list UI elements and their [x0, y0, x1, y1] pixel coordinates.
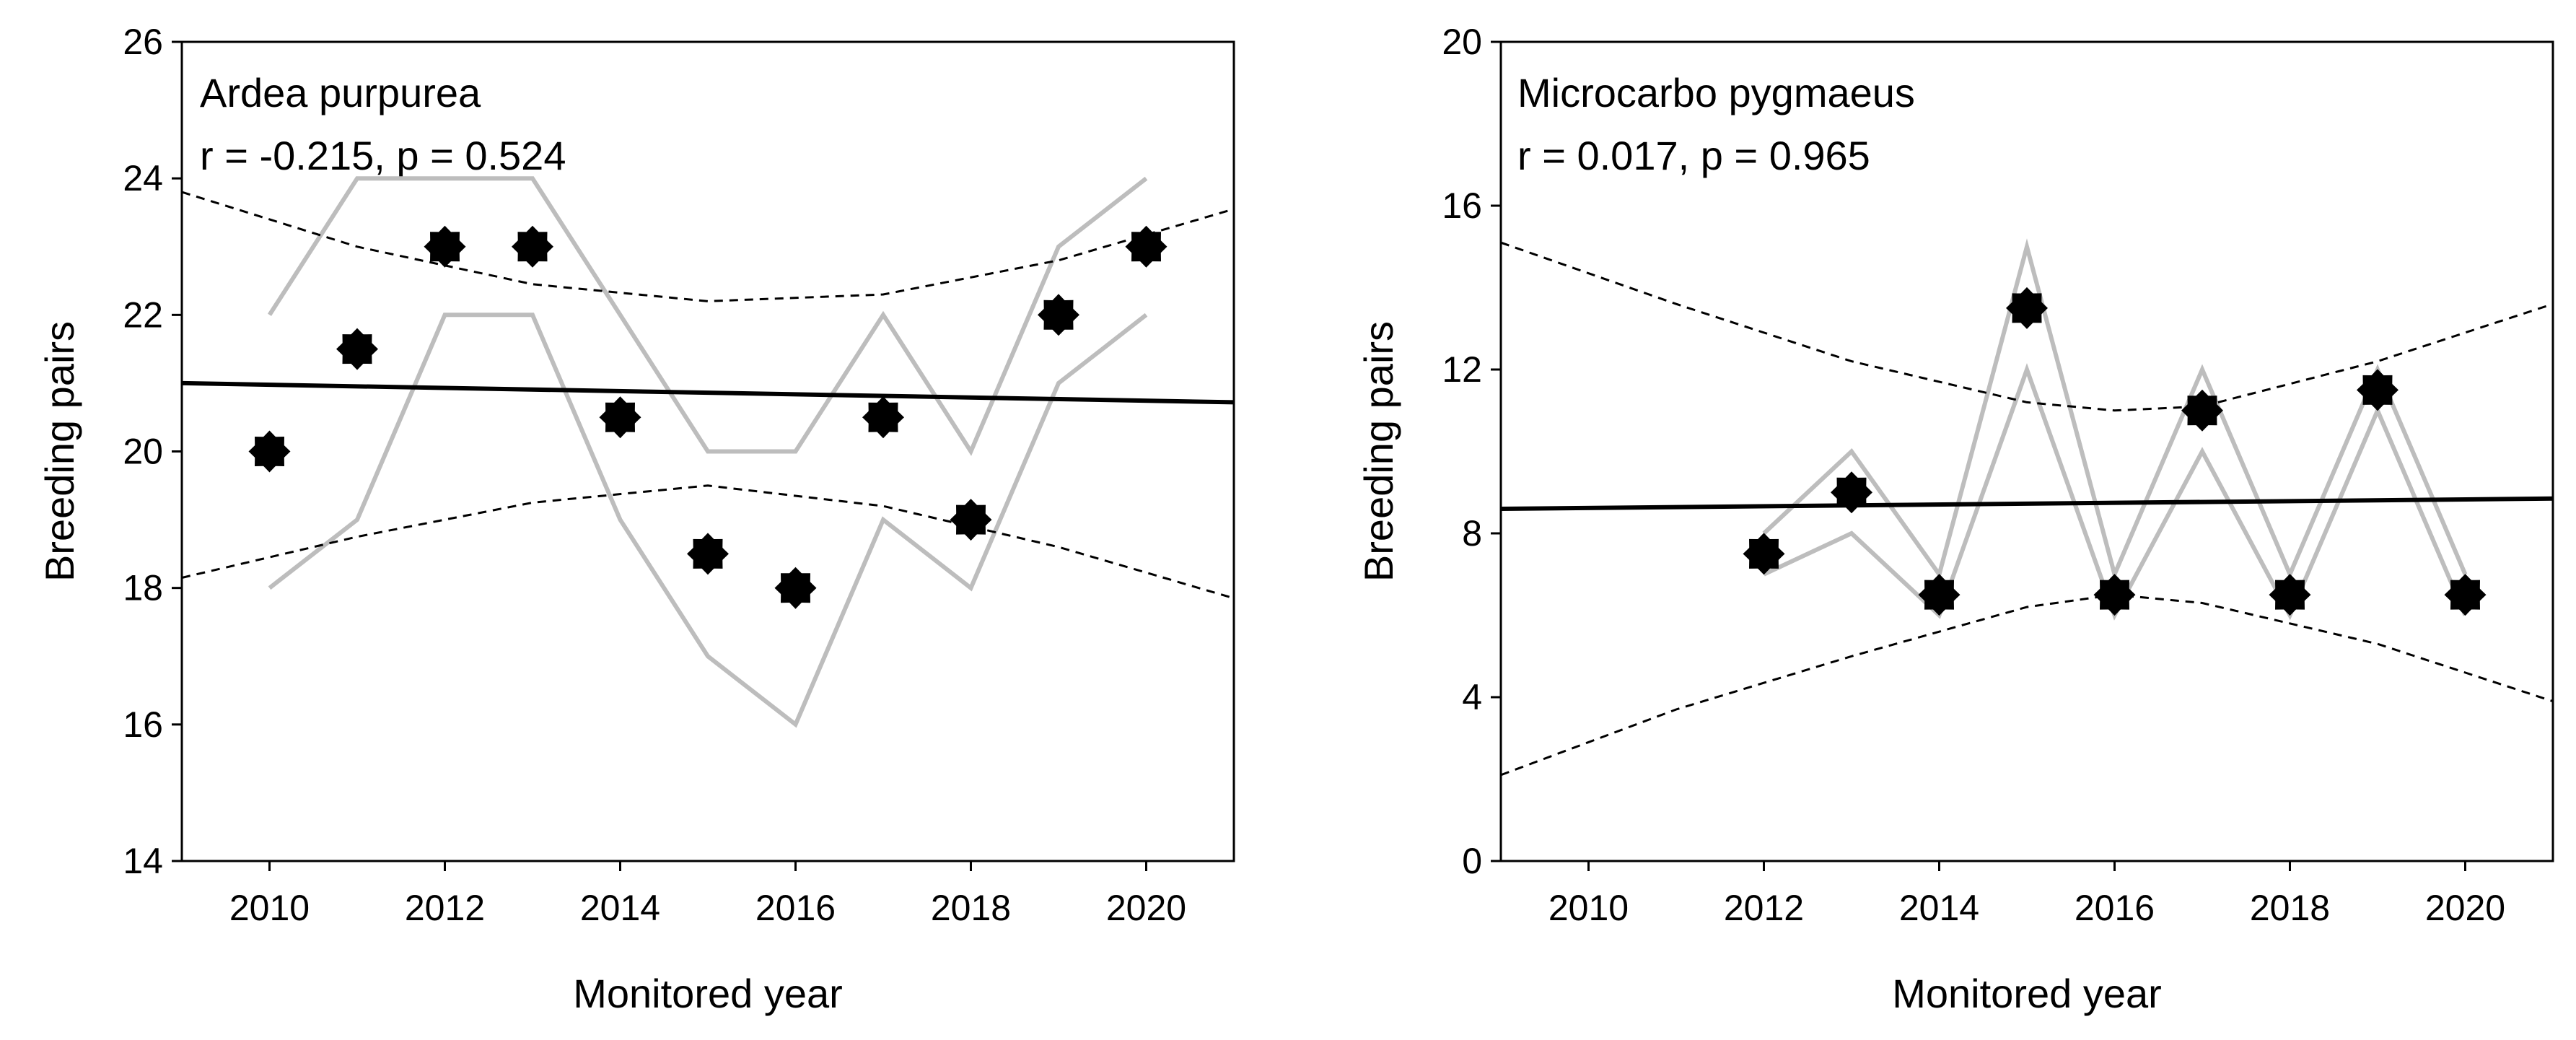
- data-point-dot: [2449, 579, 2481, 611]
- ci-lower-line: [182, 484, 1234, 600]
- chart-panel-1: 14 16 18 20 22 24 26 2010 2012 2014 2016 2018 2020 Mo…: [37, 22, 1235, 1016]
- y-tick-label: 4: [1462, 677, 1482, 717]
- x-tick-label: 2016: [755, 888, 836, 928]
- data-point: [1125, 225, 1167, 268]
- x-tick-label: 2014: [1899, 888, 1979, 928]
- y-tick-label: 16: [123, 704, 163, 745]
- data-point-dot: [517, 230, 548, 263]
- data-point: [1918, 574, 1961, 616]
- y-axis-label: Breeding pairs: [37, 321, 82, 582]
- data-point: [862, 396, 904, 439]
- data-point-dot: [1748, 538, 1780, 570]
- ci-upper-line: [1501, 241, 2553, 412]
- data-point-dot: [341, 333, 373, 365]
- x-tick-label: 2018: [931, 888, 1011, 928]
- data-point-dot: [2274, 579, 2306, 611]
- y-tick-label: 18: [123, 568, 163, 608]
- data-point-dot: [253, 435, 286, 468]
- data-point-dot: [1130, 230, 1162, 263]
- data-point-dot: [1836, 476, 1867, 509]
- data-point: [424, 225, 466, 268]
- y-tick-label: 22: [123, 294, 163, 335]
- x-tick-label: 2018: [2250, 888, 2330, 928]
- data-point: [2357, 369, 2398, 411]
- chart-title: Ardea purpurea: [200, 70, 481, 115]
- x-tick-label: 2012: [405, 888, 485, 928]
- y-tick-label: 0: [1462, 841, 1482, 881]
- x-axis-label: Monitored year: [573, 971, 843, 1016]
- y-tick-label: 24: [123, 158, 163, 198]
- x-tick-label: 2010: [229, 888, 310, 928]
- y-tick-label: 8: [1462, 513, 1482, 554]
- y-tick-label: 16: [1442, 185, 1482, 226]
- data-point: [950, 499, 992, 541]
- range-lower-line: [268, 313, 1148, 728]
- data-point: [687, 533, 729, 575]
- x-tick-label: 2012: [1724, 888, 1804, 928]
- y-tick-label: 12: [1442, 349, 1482, 390]
- y-tick-label: 20: [1442, 22, 1482, 62]
- x-tick-label: 2016: [2075, 888, 2155, 928]
- data-point-dot: [1043, 299, 1074, 331]
- data-point-dot: [867, 401, 899, 434]
- plot-lines: [182, 176, 1234, 728]
- regression-line: [1501, 496, 2553, 511]
- data-point: [1743, 533, 1785, 575]
- chart-stats: r = -0.215, p = 0.524: [200, 133, 566, 178]
- data-point-dot: [2011, 292, 2043, 324]
- plot-frame: [1499, 40, 2554, 862]
- data-point-dot: [2098, 579, 2131, 611]
- data-point-dot: [1923, 579, 1955, 611]
- data-point-dot: [779, 572, 812, 604]
- ci-upper-line: [182, 191, 1234, 302]
- data-point-dot: [2186, 394, 2218, 427]
- data-point: [2269, 574, 2311, 616]
- data-point: [1038, 294, 1079, 336]
- data-point-dot: [2362, 374, 2393, 406]
- chart-title: Microcarbo pygmaeus: [1517, 70, 1915, 115]
- ci-lower-line: [1501, 593, 2553, 777]
- data-point-dot: [429, 230, 461, 263]
- data-point: [2181, 389, 2223, 432]
- data-point: [2006, 287, 2048, 329]
- x-axis-label: Monitored year: [1892, 971, 2162, 1016]
- x-tick-label: 2020: [2425, 888, 2505, 928]
- x-tick-label: 2010: [1548, 888, 1629, 928]
- data-point: [336, 328, 378, 370]
- x-tick-label: 2020: [1106, 888, 1186, 928]
- data-point: [774, 567, 817, 609]
- y-axis-label: Breeding pairs: [1356, 321, 1401, 582]
- data-point: [2093, 574, 2136, 616]
- x-tick-label: 2014: [580, 888, 660, 928]
- chart-panel-2: 0 4 8 12 16 20 2010 2012 2014 2016 2018 2020 Monitor…: [1356, 22, 2554, 1016]
- range-upper-line: [267, 176, 1148, 456]
- data-point: [2444, 574, 2487, 616]
- y-tick-label: 26: [123, 22, 163, 62]
- regression-line: [182, 380, 1234, 405]
- y-tick-label: 20: [123, 432, 163, 472]
- data-point: [248, 430, 291, 473]
- data-point: [599, 396, 641, 439]
- chart-stats: r = 0.017, p = 0.965: [1517, 133, 1870, 178]
- data-point: [1831, 471, 1872, 514]
- data-point-dot: [604, 401, 636, 434]
- data-point-dot: [692, 538, 724, 570]
- y-tick-label: 14: [123, 841, 163, 881]
- data-point-dot: [955, 504, 987, 536]
- data-point: [512, 225, 553, 268]
